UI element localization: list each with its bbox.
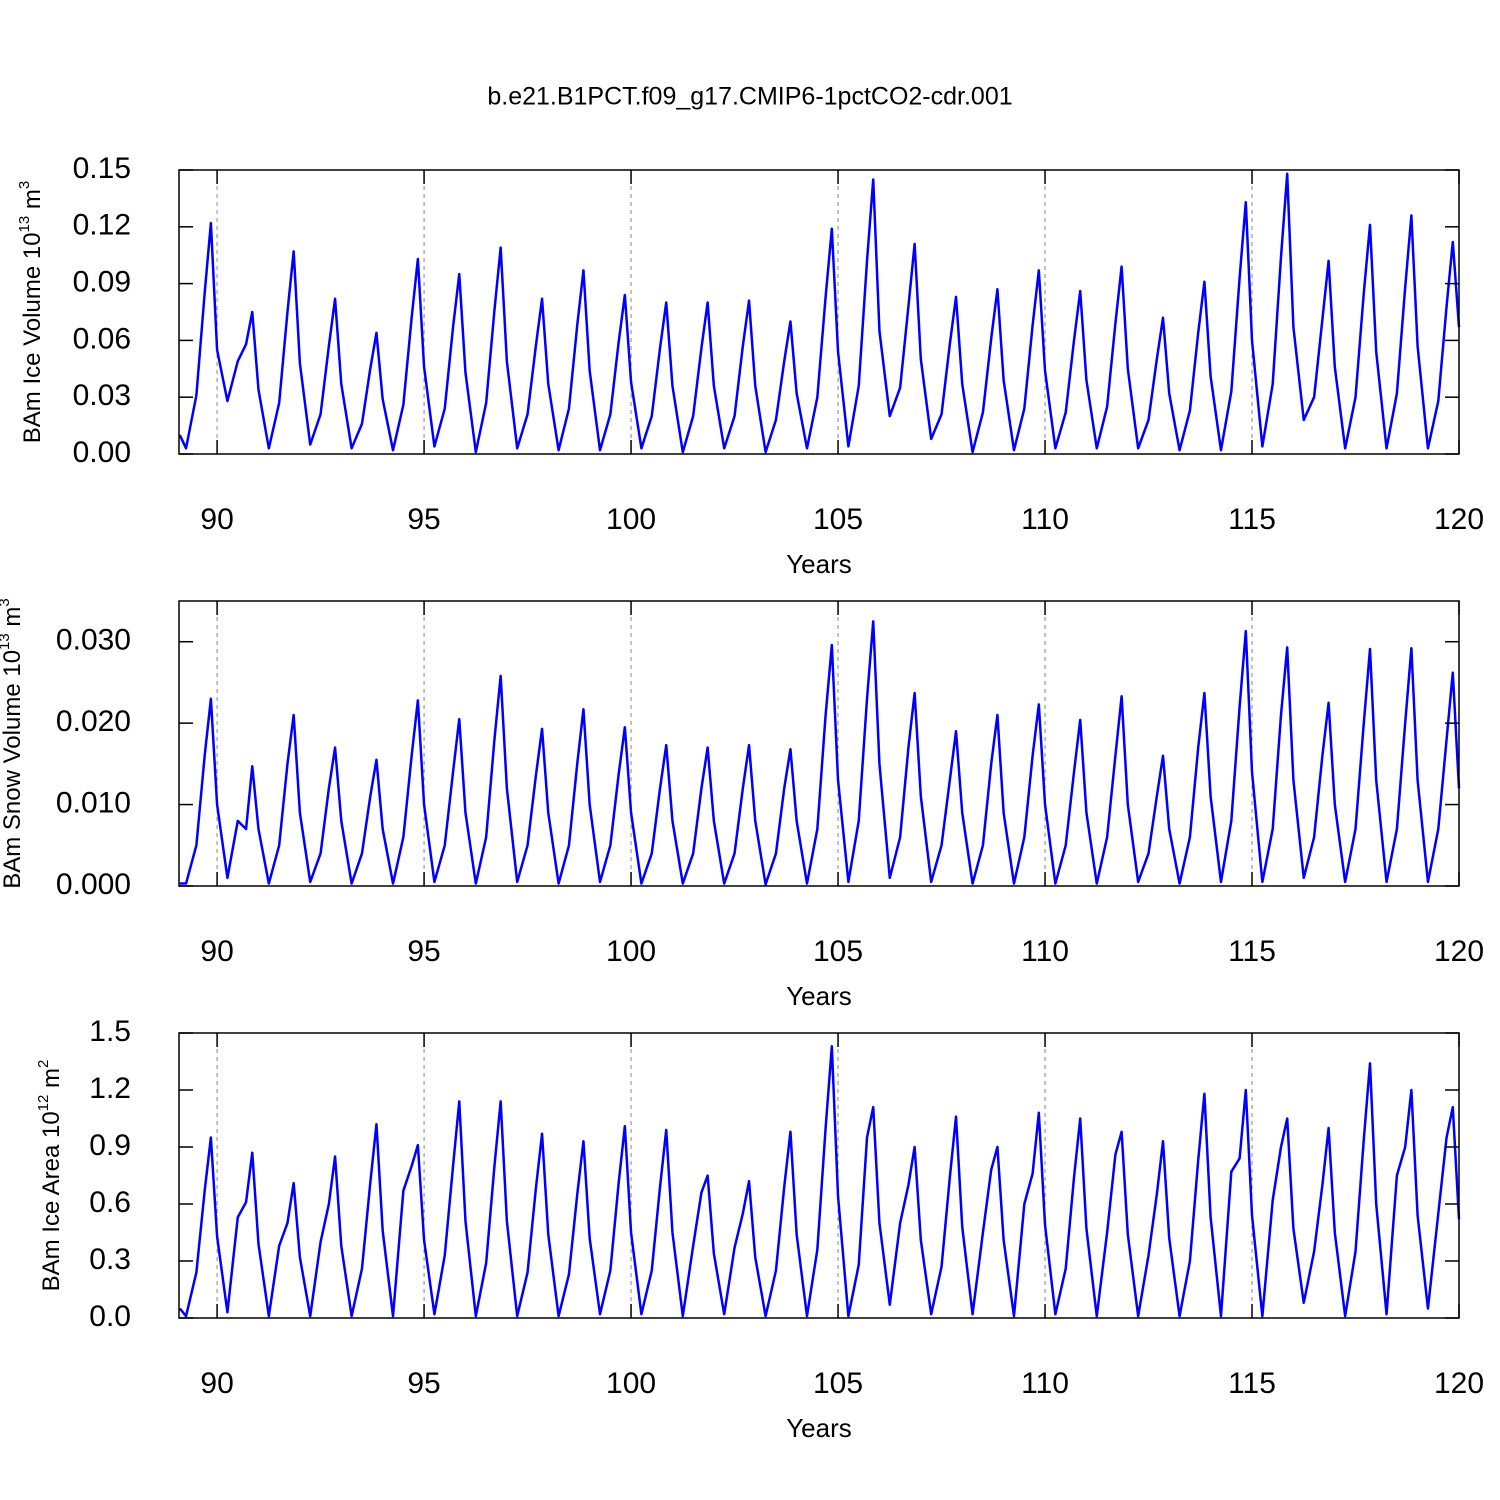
y-tick-label: 0.9 (89, 1129, 131, 1162)
x-tick-label: 110 (1021, 935, 1069, 968)
y-tick-label: 0.020 (56, 705, 131, 738)
x-tick-label: 90 (200, 1367, 233, 1400)
x-tick-label: 110 (1021, 503, 1069, 536)
x-tick-label: 95 (407, 503, 440, 536)
x-tick-label: 95 (407, 1367, 440, 1400)
x-tick-label: 100 (606, 935, 656, 968)
y-axis-title-exponent: 3 (0, 598, 13, 606)
x-axis-title: Years (786, 1413, 852, 1443)
y-axis-title-part: m (0, 607, 26, 634)
y-axis-title-exponent: 12 (35, 1095, 52, 1112)
y-tick-label: 0.06 (73, 322, 131, 355)
x-axis-title: Years (786, 549, 852, 579)
x-tick-label: 95 (407, 935, 440, 968)
x-tick-label: 110 (1021, 1367, 1069, 1400)
x-tick-label: 90 (200, 503, 233, 536)
data-line (178, 172, 1461, 454)
y-tick-label: 0.6 (89, 1186, 131, 1219)
y-tick-label: 0.15 (73, 152, 131, 185)
y-axis-title-part: BAm Snow Volume 10 (0, 650, 26, 889)
x-tick-label: 115 (1228, 1367, 1276, 1400)
y-axis-title-exponent: 13 (0, 633, 13, 650)
x-tick-label: 120 (1434, 1367, 1484, 1400)
y-axis-title-part: m (19, 189, 46, 216)
x-tick-label: 100 (606, 503, 656, 536)
data-line (178, 1045, 1461, 1318)
plot-frame (178, 169, 1460, 455)
y-tick-label: 1.5 (89, 1015, 131, 1048)
y-axis-title-part: BAm Ice Area 10 (38, 1111, 65, 1291)
y-tick-label: 0.00 (73, 436, 131, 469)
y-tick-label: 0.0 (89, 1300, 131, 1333)
x-tick-label: 105 (813, 503, 863, 536)
x-tick-label: 105 (813, 1367, 863, 1400)
x-tick-label: 90 (200, 935, 233, 968)
y-axis-title-exponent: 2 (35, 1060, 52, 1068)
y-tick-label: 0.3 (89, 1243, 131, 1276)
x-tick-label: 105 (813, 935, 863, 968)
x-tick-label: 115 (1228, 503, 1276, 536)
x-tick-label: 120 (1434, 503, 1484, 536)
y-axis-title: BAm Ice Volume 1013 m3 (16, 181, 46, 443)
data-line (179, 620, 1461, 886)
y-tick-label: 0.12 (73, 209, 131, 242)
x-axis-title: Years (786, 981, 852, 1011)
y-tick-label: 0.030 (56, 624, 131, 657)
x-tick-label: 120 (1434, 935, 1484, 968)
y-tick-label: 0.000 (56, 868, 131, 901)
y-tick-label: 0.010 (56, 786, 131, 819)
y-axis-title: BAm Snow Volume 1013 m3 (0, 598, 26, 889)
x-tick-label: 115 (1228, 935, 1276, 968)
y-axis-title-part: BAm Ice Volume 10 (19, 232, 46, 443)
y-tick-label: 0.03 (73, 379, 131, 412)
y-tick-label: 0.09 (73, 266, 131, 299)
y-axis-title-part: m (38, 1068, 65, 1095)
plot-frame (178, 600, 1460, 887)
plot-frame (178, 1032, 1460, 1319)
chart-title: b.e21.B1PCT.f09_g17.CMIP6-1pctCO2-cdr.00… (487, 83, 1012, 111)
y-tick-label: 1.2 (89, 1072, 131, 1105)
y-axis-title-exponent: 3 (16, 181, 33, 189)
y-axis-title: BAm Ice Area 1012 m2 (35, 1060, 65, 1292)
y-axis-title-exponent: 13 (16, 216, 33, 233)
x-tick-label: 100 (606, 1367, 656, 1400)
